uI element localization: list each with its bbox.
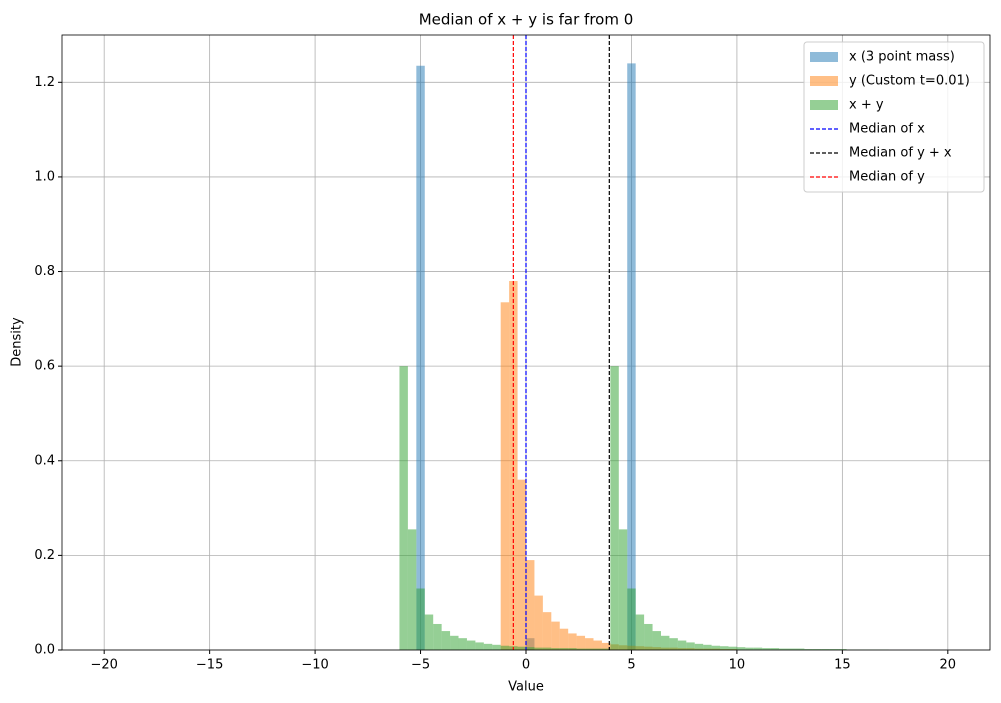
bar bbox=[779, 648, 788, 650]
y-tick-label: 0.2 bbox=[34, 548, 55, 563]
bar bbox=[593, 640, 602, 650]
bar bbox=[644, 623, 653, 650]
bar bbox=[542, 612, 552, 650]
legend-label: x (3 point mass) bbox=[849, 50, 955, 65]
bar bbox=[568, 648, 577, 650]
y-tick-label: 0.6 bbox=[34, 359, 55, 374]
x-tick-label: 0 bbox=[522, 658, 530, 673]
bar bbox=[551, 621, 560, 650]
bar bbox=[517, 479, 526, 650]
bar bbox=[669, 638, 678, 650]
legend-box bbox=[803, 41, 985, 193]
legend-label: x + y bbox=[849, 98, 884, 113]
bar bbox=[416, 588, 425, 650]
bar bbox=[450, 635, 459, 650]
legend-label: y (Custom t=0.01) bbox=[849, 74, 970, 89]
bar bbox=[728, 646, 737, 650]
bar bbox=[787, 648, 796, 650]
bar bbox=[694, 643, 704, 650]
x-tick-label: −10 bbox=[301, 658, 328, 673]
x-tick-label: 20 bbox=[940, 658, 957, 673]
chart-title: Median of x + y is far from 0 bbox=[419, 11, 634, 29]
legend-patch bbox=[810, 76, 838, 86]
bar bbox=[568, 633, 577, 650]
bar bbox=[618, 529, 628, 650]
bar bbox=[720, 646, 729, 650]
bar bbox=[585, 648, 594, 650]
bar bbox=[627, 588, 636, 650]
y-tick-label: 0.0 bbox=[34, 643, 55, 658]
bar bbox=[500, 645, 510, 650]
bar bbox=[526, 560, 535, 650]
bar bbox=[433, 623, 442, 650]
bar bbox=[753, 647, 763, 650]
x-axis-label: Value bbox=[508, 680, 544, 695]
bar bbox=[416, 65, 425, 650]
bar bbox=[627, 63, 636, 650]
bar bbox=[770, 648, 780, 650]
x-tick-label: 15 bbox=[834, 658, 851, 673]
bar bbox=[458, 638, 467, 650]
x-tick-label: 10 bbox=[729, 658, 746, 673]
bar bbox=[745, 647, 754, 650]
bar bbox=[829, 649, 839, 650]
bar bbox=[660, 635, 670, 650]
bar bbox=[492, 644, 501, 650]
legend-patch bbox=[810, 100, 838, 110]
bar bbox=[677, 640, 687, 650]
x-tick-label: −15 bbox=[196, 658, 223, 673]
bar bbox=[576, 648, 586, 650]
bar bbox=[559, 628, 569, 650]
x-tick-label: −5 bbox=[411, 658, 430, 673]
bar bbox=[821, 649, 830, 650]
bar bbox=[601, 642, 611, 650]
y-tick-label: 1.0 bbox=[34, 169, 55, 184]
bar bbox=[576, 635, 586, 650]
bar bbox=[635, 614, 645, 650]
bar bbox=[652, 631, 661, 650]
bar bbox=[762, 648, 771, 650]
bar bbox=[804, 649, 813, 650]
bar bbox=[475, 642, 484, 650]
y-tick-label: 1.2 bbox=[34, 75, 55, 90]
bar bbox=[466, 640, 476, 650]
bar bbox=[838, 649, 847, 650]
legend-label: Median of y bbox=[849, 170, 925, 185]
legend-label: Median of x bbox=[849, 122, 925, 137]
x-tick-label: 5 bbox=[627, 658, 635, 673]
bar bbox=[526, 647, 535, 650]
bar bbox=[601, 648, 611, 650]
bar bbox=[542, 647, 552, 650]
bar bbox=[517, 646, 526, 650]
bar bbox=[559, 648, 569, 650]
bar bbox=[593, 648, 602, 650]
bar bbox=[441, 631, 451, 650]
bar bbox=[424, 614, 434, 650]
bar bbox=[483, 643, 493, 650]
bar bbox=[407, 529, 417, 650]
bar bbox=[711, 645, 721, 650]
y-axis-label: Density bbox=[10, 317, 25, 367]
y-tick-label: 0.8 bbox=[34, 264, 55, 279]
bar bbox=[686, 642, 695, 650]
bar bbox=[509, 281, 518, 650]
plot-frame bbox=[61, 34, 991, 651]
bar bbox=[500, 302, 510, 650]
bar bbox=[610, 366, 619, 650]
bar bbox=[795, 648, 805, 650]
legend-label: Median of y + x bbox=[849, 146, 952, 161]
bar bbox=[585, 638, 594, 650]
y-tick-label: 0.4 bbox=[34, 453, 55, 468]
bar bbox=[399, 366, 408, 650]
bar bbox=[534, 647, 543, 650]
bar bbox=[551, 648, 560, 650]
bar bbox=[703, 644, 712, 650]
x-tick-label: −20 bbox=[90, 658, 117, 673]
bar bbox=[736, 647, 746, 650]
bar bbox=[812, 649, 822, 650]
legend-patch bbox=[810, 52, 838, 62]
bar bbox=[534, 595, 543, 650]
